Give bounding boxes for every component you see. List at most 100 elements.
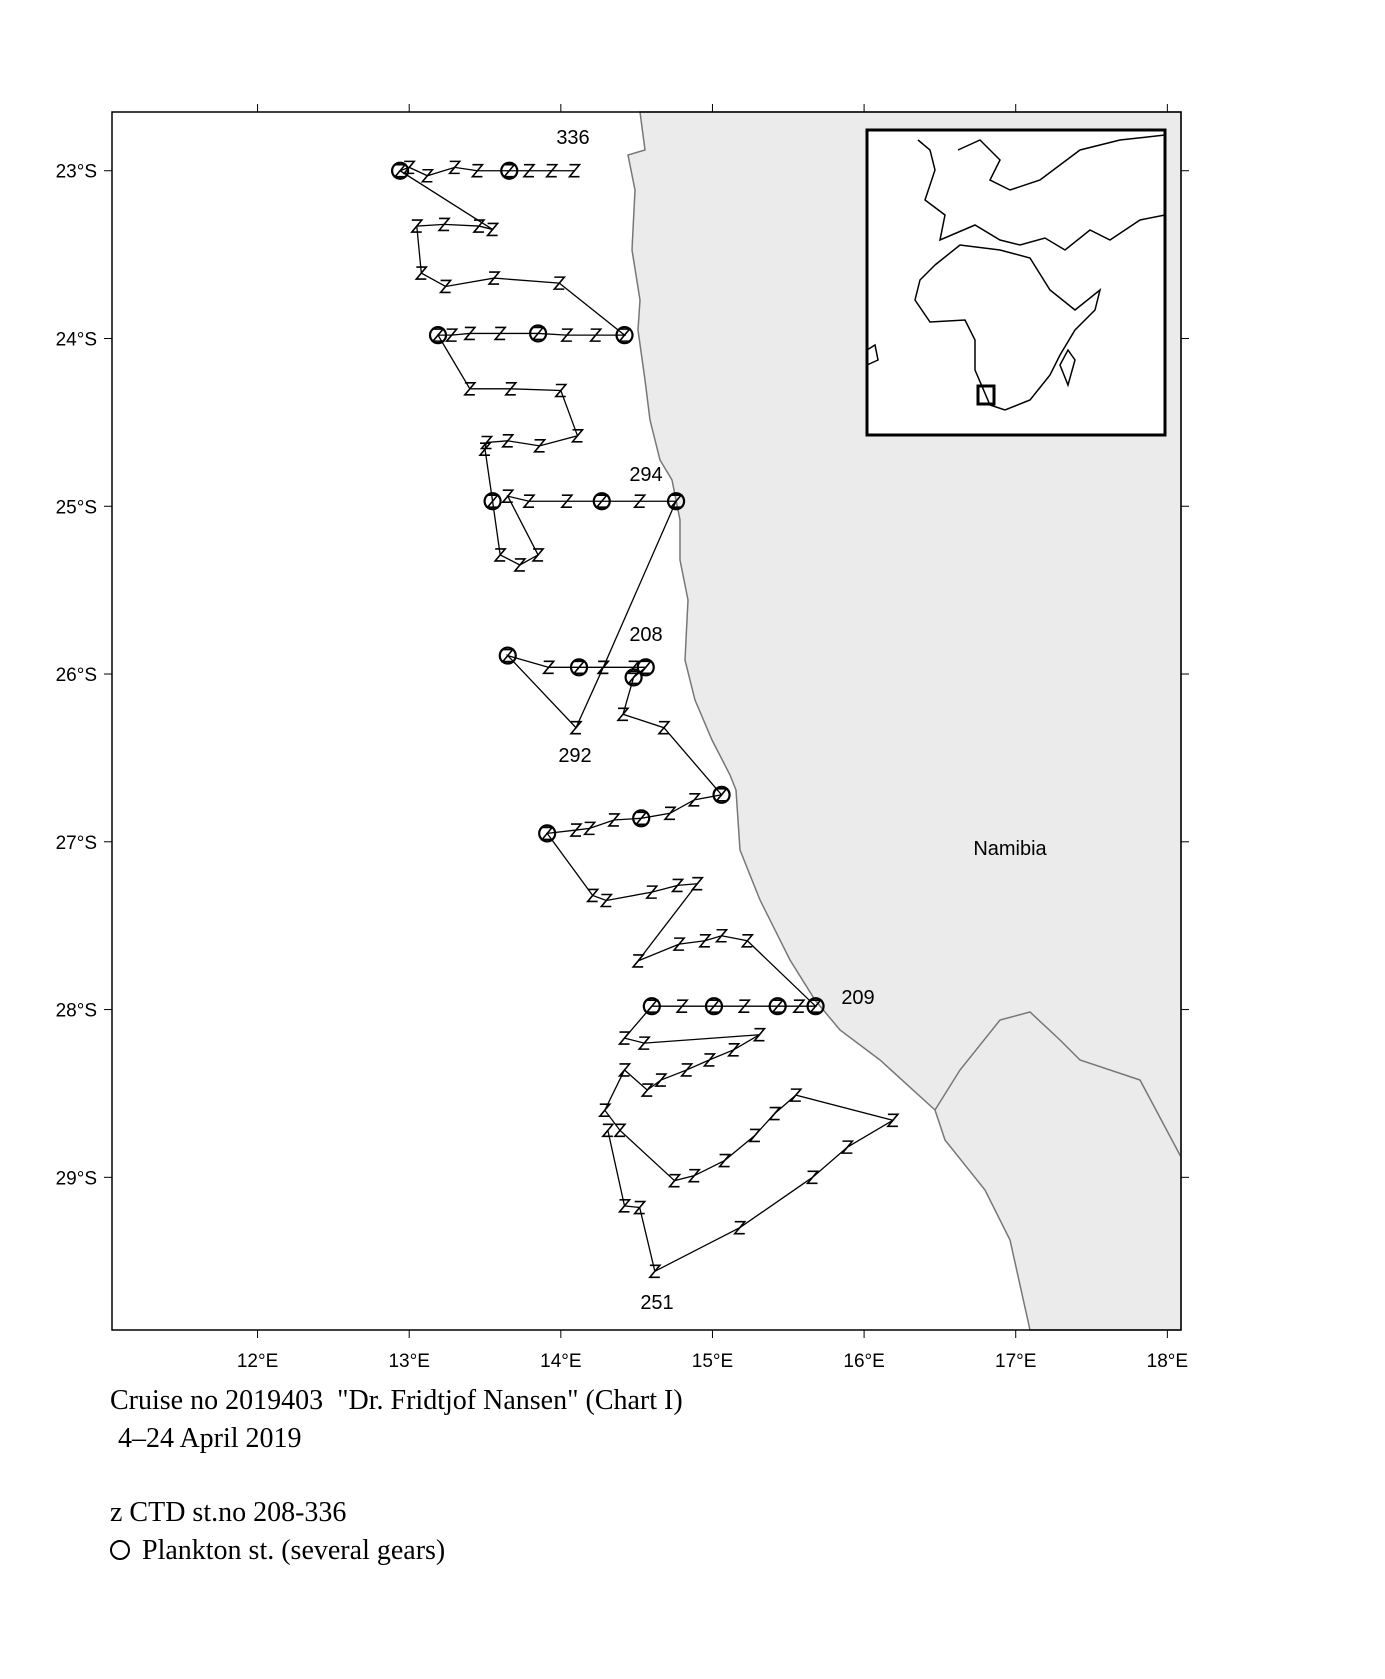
ctd-station	[493, 326, 507, 341]
ctd-station	[540, 826, 554, 841]
ctd-station	[748, 1128, 762, 1143]
ctd-station	[640, 1083, 654, 1097]
y-tick-label: 23°S	[56, 162, 97, 183]
plot-frame	[111, 111, 1182, 1331]
ctd-station	[805, 1170, 820, 1185]
inset-map	[865, 128, 1167, 437]
y-tick-label: 29°S	[56, 1168, 97, 1189]
ctd-station	[737, 999, 752, 1014]
ctd-station	[648, 1264, 662, 1279]
ctd-station	[599, 893, 614, 908]
plankton-station	[632, 809, 651, 828]
ctd-station	[617, 328, 632, 342]
ctd-station	[687, 793, 701, 807]
ctd-station	[670, 878, 685, 893]
ctd-station	[808, 999, 823, 1014]
ctd-station	[463, 326, 477, 341]
ctd-station	[596, 660, 610, 675]
ctd-station	[493, 548, 507, 562]
plankton-station	[615, 326, 634, 345]
annotation: 336	[556, 127, 589, 149]
border	[934, 1011, 1182, 1158]
ctd-station	[714, 788, 729, 802]
ctd-station	[431, 328, 445, 342]
ctd-station	[572, 660, 586, 675]
ctd-station	[541, 660, 556, 675]
ctd-station	[752, 1027, 767, 1042]
ctd-station	[740, 933, 755, 948]
ctd-station	[478, 442, 492, 457]
ctd-station	[632, 1200, 647, 1215]
ctd-station	[582, 821, 597, 836]
ctd-station	[886, 1113, 900, 1128]
ctd-station	[714, 928, 729, 943]
plankton-station	[498, 646, 517, 665]
plankton-station	[666, 492, 686, 511]
ctd-station	[679, 1063, 694, 1077]
ctd-station	[552, 276, 567, 290]
plankton-station	[624, 668, 643, 687]
annotation: 209	[841, 987, 874, 1009]
ctd-station	[567, 163, 582, 178]
ctd-station	[601, 1123, 615, 1138]
ctd-station	[634, 811, 648, 826]
ctd-station	[569, 823, 583, 837]
ctd-station	[560, 494, 574, 509]
ctd-station	[447, 160, 462, 175]
plankton-station	[636, 658, 655, 677]
ctd-station	[675, 999, 689, 1014]
ctd-station	[522, 494, 536, 509]
ctd-station	[414, 266, 429, 280]
ctd-station	[626, 660, 641, 675]
legend-label: Plankton st. (several gears)	[142, 1535, 445, 1566]
plankton-station	[500, 161, 519, 180]
plankton-station	[538, 824, 557, 843]
plankton-station	[569, 658, 589, 677]
ctd-station	[437, 217, 451, 232]
x-tick-label: 12°E	[237, 1351, 278, 1372]
ctd-station	[501, 648, 515, 663]
plankton-station	[428, 326, 448, 345]
ctd-station	[560, 328, 574, 342]
ctd-station	[522, 163, 536, 178]
ctd-station	[617, 1063, 632, 1077]
ctd-station	[485, 222, 500, 237]
ctd-station	[532, 439, 547, 453]
ctd-station	[698, 933, 712, 948]
plankton-station	[806, 997, 825, 1016]
ctd-station	[607, 813, 621, 827]
ctd-station	[616, 707, 630, 722]
ctd-station	[632, 494, 647, 509]
plankton-station	[642, 997, 661, 1016]
ctd-station	[617, 1199, 632, 1213]
ctd-station	[663, 806, 677, 821]
y-tick-label: 26°S	[56, 665, 97, 686]
ctd-station	[545, 163, 559, 178]
x-tick-label: 15°E	[692, 1351, 733, 1372]
ctd-station	[472, 219, 486, 233]
ctd-station	[485, 494, 500, 509]
y-tick-label: 25°S	[56, 497, 97, 518]
ctd-station	[792, 999, 806, 1014]
ctd-station	[531, 326, 545, 341]
ctd-station	[617, 1031, 632, 1045]
ctd-station	[645, 885, 659, 899]
ctd-station	[687, 1168, 701, 1183]
ctd-station	[569, 720, 583, 735]
ctd-station	[531, 548, 545, 562]
ctd-station	[637, 1036, 651, 1050]
ctd-station	[570, 428, 585, 443]
ctd-station	[690, 876, 705, 891]
x-tick-label: 18°E	[1147, 1351, 1188, 1372]
plankton-station	[592, 492, 611, 511]
ctd-station	[654, 1073, 668, 1087]
annotation: Namibia	[973, 838, 1047, 860]
ctd-station	[767, 1106, 782, 1121]
x-tick-label: 16°E	[843, 1351, 884, 1372]
ctd-station	[595, 494, 609, 509]
annotation: 292	[558, 745, 591, 767]
ctd-station	[613, 1123, 627, 1138]
annotation: 251	[640, 1292, 673, 1314]
